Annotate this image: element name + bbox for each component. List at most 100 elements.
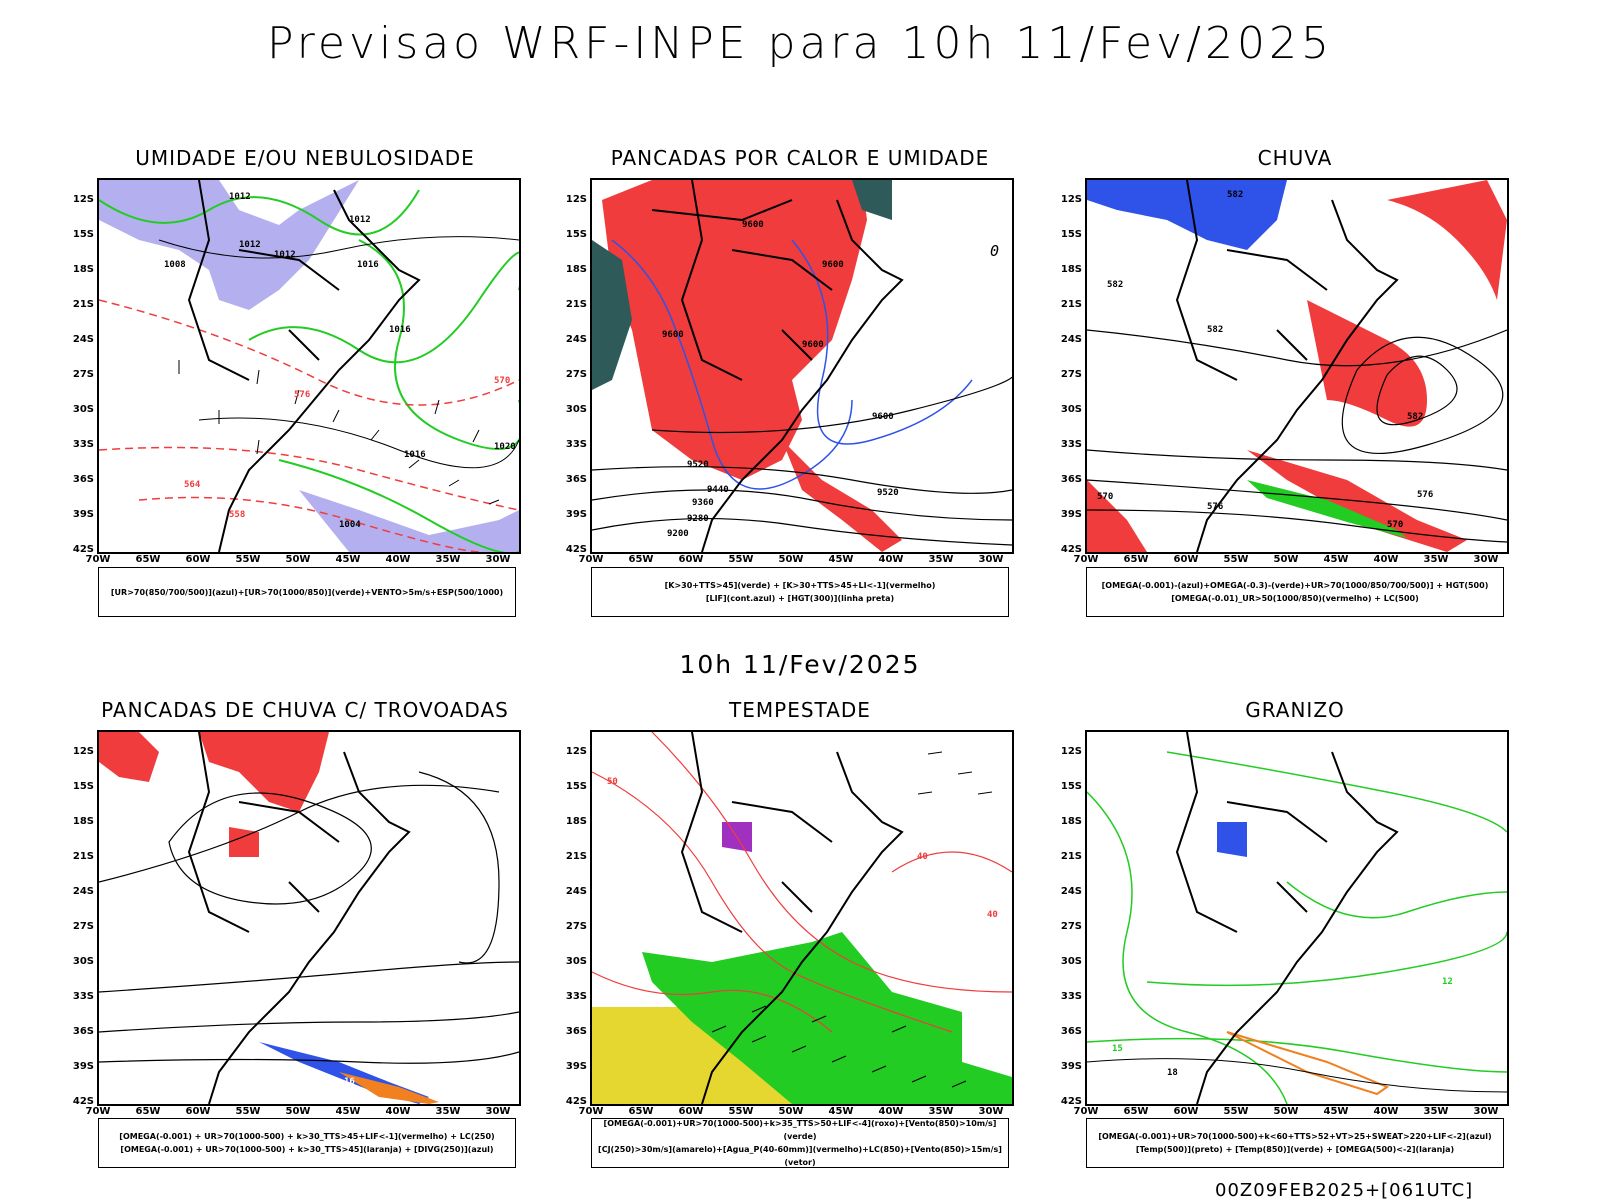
lon-tick-label: 50W bbox=[285, 1106, 311, 1117]
hgt-contour-1 bbox=[651, 370, 1012, 434]
contour-label: 570 bbox=[1387, 520, 1404, 530]
legend-line: [OMEGA(-0.001)-(azul)+OMEGA(-0.3)-(verde… bbox=[1101, 581, 1489, 590]
hgt-contour-1 bbox=[1087, 329, 1507, 367]
red-convection-tail bbox=[782, 440, 902, 552]
borders bbox=[187, 180, 340, 381]
lat-tick-label: 12S bbox=[565, 746, 587, 757]
map-pancadas-calor[interactable]: 9600 9600 9600 9600 9600 9520 9520 9440 … bbox=[590, 178, 1014, 554]
coastline bbox=[208, 751, 411, 1104]
hgt-contour-3 bbox=[592, 489, 1012, 521]
lat-tick-label: 42S bbox=[72, 1096, 94, 1107]
contour-label: 1020 bbox=[494, 442, 516, 452]
lat-tick-label: 12S bbox=[1060, 194, 1082, 205]
lat-tick-label: 15S bbox=[1060, 229, 1082, 240]
contour-label: 0 bbox=[990, 242, 1000, 260]
lon-tick-label: 70W bbox=[85, 554, 111, 565]
panel-title-tempestade: TEMPESTADE bbox=[729, 698, 871, 722]
lon-tick-label: 40W bbox=[385, 554, 411, 565]
lat-tick-label: 36S bbox=[72, 474, 94, 485]
lat-tick-label: 15S bbox=[565, 781, 587, 792]
legend-granizo: [OMEGA(-0.001)+UR>70(1000-500)+k<60+TTS>… bbox=[1086, 1118, 1504, 1168]
yellow-jet-area bbox=[592, 1007, 792, 1104]
lon-tick-label: 45W bbox=[1323, 1106, 1349, 1117]
legend-tempestade: [OMEGA(-0.001)+UR>70(1000-500)+k>35_TTS>… bbox=[591, 1118, 1009, 1168]
lon-tick-label: 65W bbox=[1123, 1106, 1149, 1117]
lat-tick-label: 21S bbox=[1060, 851, 1082, 862]
contour-label: 1016 bbox=[404, 450, 426, 460]
lon-tick-label: 35W bbox=[435, 1106, 461, 1117]
lat-tick-label: 42S bbox=[565, 544, 587, 555]
lat-tick-label: 21S bbox=[72, 299, 94, 310]
map-granizo[interactable]: 12 15 18 bbox=[1085, 730, 1509, 1106]
lat-tick-label: 12S bbox=[72, 194, 94, 205]
borders bbox=[187, 732, 340, 933]
lon-tick-label: 65W bbox=[628, 554, 654, 565]
lon-tick-label: 35W bbox=[928, 1106, 954, 1117]
contour-label: 576 bbox=[1417, 490, 1434, 500]
green-contour-2 bbox=[248, 251, 519, 364]
lat-tick-label: 27S bbox=[1060, 921, 1082, 932]
lat-tick-label: 42S bbox=[565, 1096, 587, 1107]
contour-label: 558 bbox=[229, 510, 246, 520]
lon-tick-label: 65W bbox=[1123, 554, 1149, 565]
hgt-contour-4 bbox=[1087, 509, 1507, 543]
lon-tick-label: 70W bbox=[85, 1106, 111, 1117]
blue-lif-contour-2 bbox=[791, 239, 973, 445]
lon-tick-label: 30W bbox=[485, 554, 511, 565]
lon-tick-label: 55W bbox=[235, 554, 261, 565]
contour-label: 1012 bbox=[229, 192, 251, 202]
legend-line: [OMEGA(-0.01)_UR>50(1000/850)(vermelho) … bbox=[1171, 594, 1419, 603]
lat-tick-label: 21S bbox=[1060, 299, 1082, 310]
hgt-contour-3 bbox=[1087, 479, 1507, 521]
temp850-contour-3 bbox=[1146, 931, 1507, 987]
map-chuva[interactable]: 582 582 582 576 570 582 576 570 bbox=[1085, 178, 1509, 554]
lon-tick-label: 50W bbox=[778, 554, 804, 565]
map-umidade[interactable]: 1012 1012 1012 1012 1016 1016 1008 1016 … bbox=[97, 178, 521, 554]
lon-tick-label: 55W bbox=[1223, 554, 1249, 565]
lon-tick-label: 50W bbox=[1273, 554, 1299, 565]
legend-line: [LIF](cont.azul) + [HGT(300)](linha pret… bbox=[705, 594, 895, 603]
green-wind-area bbox=[642, 932, 1012, 1104]
lat-tick-label: 15S bbox=[72, 781, 94, 792]
lon-tick-label: 40W bbox=[878, 554, 904, 565]
contour-label: 1012 bbox=[349, 215, 371, 225]
lat-tick-label: 30S bbox=[565, 404, 587, 415]
lat-tick-label: 24S bbox=[565, 334, 587, 345]
lat-tick-label: 24S bbox=[565, 886, 587, 897]
red-dashed-contour-2 bbox=[99, 446, 519, 511]
lat-tick-label: 18S bbox=[1060, 264, 1082, 275]
coastline bbox=[218, 189, 421, 552]
contour-label: 9440 bbox=[707, 485, 729, 495]
legend-line: [OMEGA(-0.001)+UR>70(1000-500)+k>35_TTS>… bbox=[603, 1119, 997, 1141]
lon-tick-label: 70W bbox=[1073, 1106, 1099, 1117]
lon-tick-label: 30W bbox=[978, 1106, 1004, 1117]
mid-subtitle: 10h 11/Fev/2025 bbox=[679, 650, 921, 679]
lon-tick-label: 70W bbox=[578, 554, 604, 565]
hgt-closed-low bbox=[1376, 355, 1458, 426]
lat-tick-label: 12S bbox=[565, 194, 587, 205]
contour-label: 582 bbox=[1207, 325, 1224, 335]
contour-label: 564 bbox=[184, 480, 201, 490]
legend-line: [K>30+TTS>45](verde) + [K>30+TTS>45+LI<-… bbox=[664, 581, 936, 590]
lat-tick-label: 30S bbox=[72, 956, 94, 967]
contour-label: 9600 bbox=[872, 412, 894, 422]
panel-title-trovoadas: PANCADAS DE CHUVA C/ TROVOADAS bbox=[101, 698, 509, 722]
red-rain-scatter-2 bbox=[1087, 480, 1147, 552]
legend-chuva: [OMEGA(-0.001)-(azul)+OMEGA(-0.3)-(verde… bbox=[1086, 567, 1504, 617]
lat-tick-label: 39S bbox=[1060, 1061, 1082, 1072]
isobar-1 bbox=[158, 236, 519, 259]
lat-tick-label: 18S bbox=[1060, 816, 1082, 827]
lat-tick-label: 33S bbox=[565, 439, 587, 450]
red-convection-area bbox=[602, 180, 867, 480]
contour-label: 570 bbox=[1097, 492, 1114, 502]
lat-tick-label: 42S bbox=[72, 544, 94, 555]
lat-tick-label: 18S bbox=[72, 264, 94, 275]
lat-tick-label: 18S bbox=[72, 816, 94, 827]
lat-tick-label: 30S bbox=[72, 404, 94, 415]
contour-label: 570 bbox=[494, 376, 511, 386]
lat-tick-label: 33S bbox=[72, 439, 94, 450]
lavender-cloud-area bbox=[99, 180, 359, 310]
red-dashed-contour-3 bbox=[138, 496, 480, 552]
map-tempestade[interactable]: 40 40 50 bbox=[590, 730, 1014, 1106]
map-trovoadas[interactable]: 16 bbox=[97, 730, 521, 1106]
